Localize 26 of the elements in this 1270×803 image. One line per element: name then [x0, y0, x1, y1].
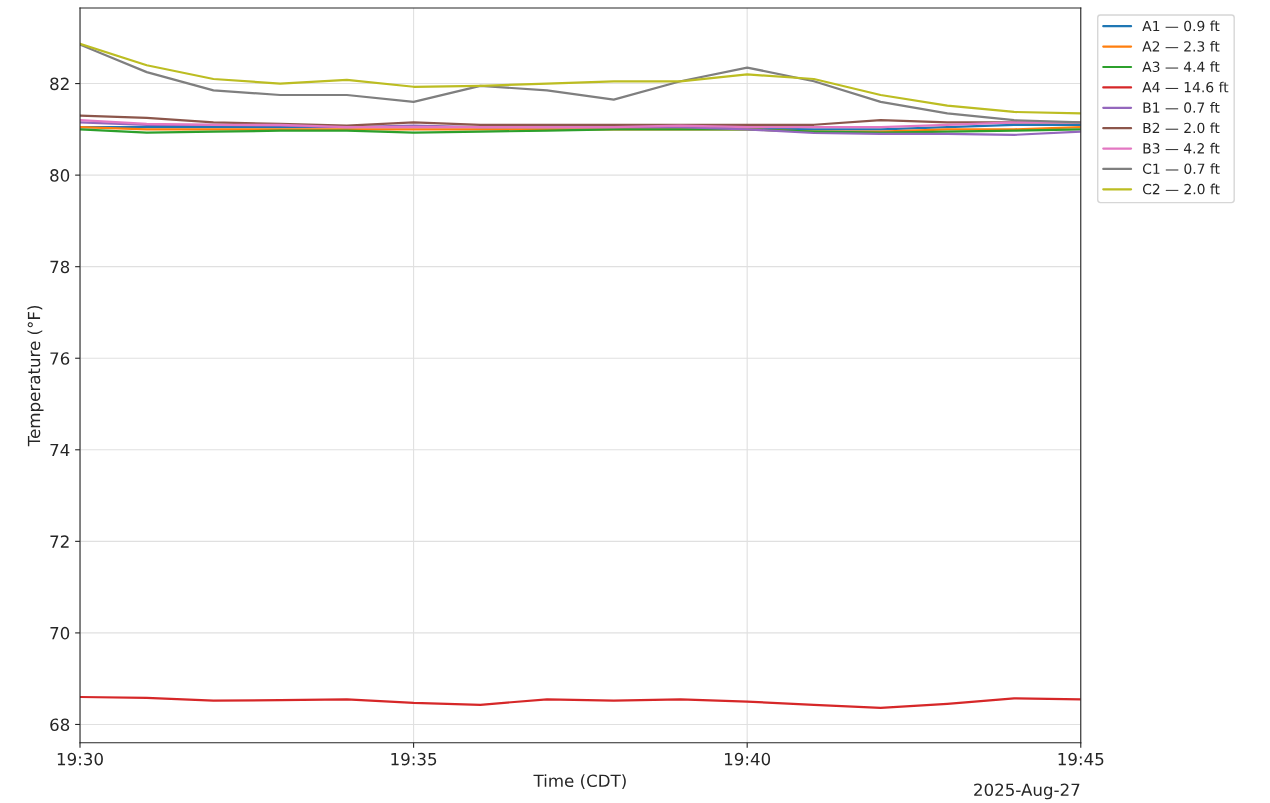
y-axis-title: Temperature (°F)	[27, 305, 44, 447]
y-tick-label: 78	[50, 260, 70, 274]
y-tick-label: 68	[50, 718, 70, 732]
line-series	[80, 119, 1081, 129]
legend-label: A3 — 4.4 ft	[1142, 61, 1220, 73]
legend-label: B1 — 0.7 ft	[1143, 102, 1220, 113]
legend-label: B3 — 4.2 ft	[1143, 142, 1220, 154]
y-tick-label: 80	[50, 169, 70, 182]
legend-label: B2 — 2.0 ft	[1143, 122, 1220, 134]
y-tick-label: 72	[50, 535, 69, 548]
legend-label: A4 — 14.6 ft	[1142, 81, 1229, 93]
y-tick-label: 70	[50, 626, 70, 640]
legend-label: A2 — 2.3 ft	[1142, 40, 1220, 52]
x-tick-label: 19:45	[1058, 752, 1104, 766]
x-tick-label: 19:35	[391, 752, 437, 766]
y-tick-label: 74	[50, 443, 70, 457]
legend-label: C1 — 0.7 ft	[1142, 163, 1220, 174]
x-axis-title: Time (CDT)	[533, 774, 626, 790]
x-tick-label: 19:30	[57, 752, 103, 766]
line-series	[80, 695, 1081, 710]
text: 2025-Aug-27	[974, 783, 1080, 800]
legend-label: C2 — 2.0 ft	[1142, 183, 1220, 195]
legend-label: A1 — 0.9 ft	[1142, 20, 1220, 32]
y-tick-label: 76	[50, 352, 70, 365]
y-tick-label: 82	[50, 77, 69, 91]
x-tick-label: 19:40	[725, 752, 771, 766]
